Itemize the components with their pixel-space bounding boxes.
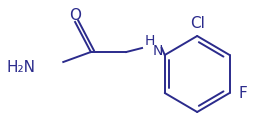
Text: F: F: [239, 86, 248, 101]
Text: Cl: Cl: [190, 16, 205, 30]
Text: N: N: [153, 44, 163, 58]
Text: O: O: [69, 8, 81, 24]
Text: H₂N: H₂N: [7, 61, 36, 75]
Text: H: H: [145, 34, 155, 48]
